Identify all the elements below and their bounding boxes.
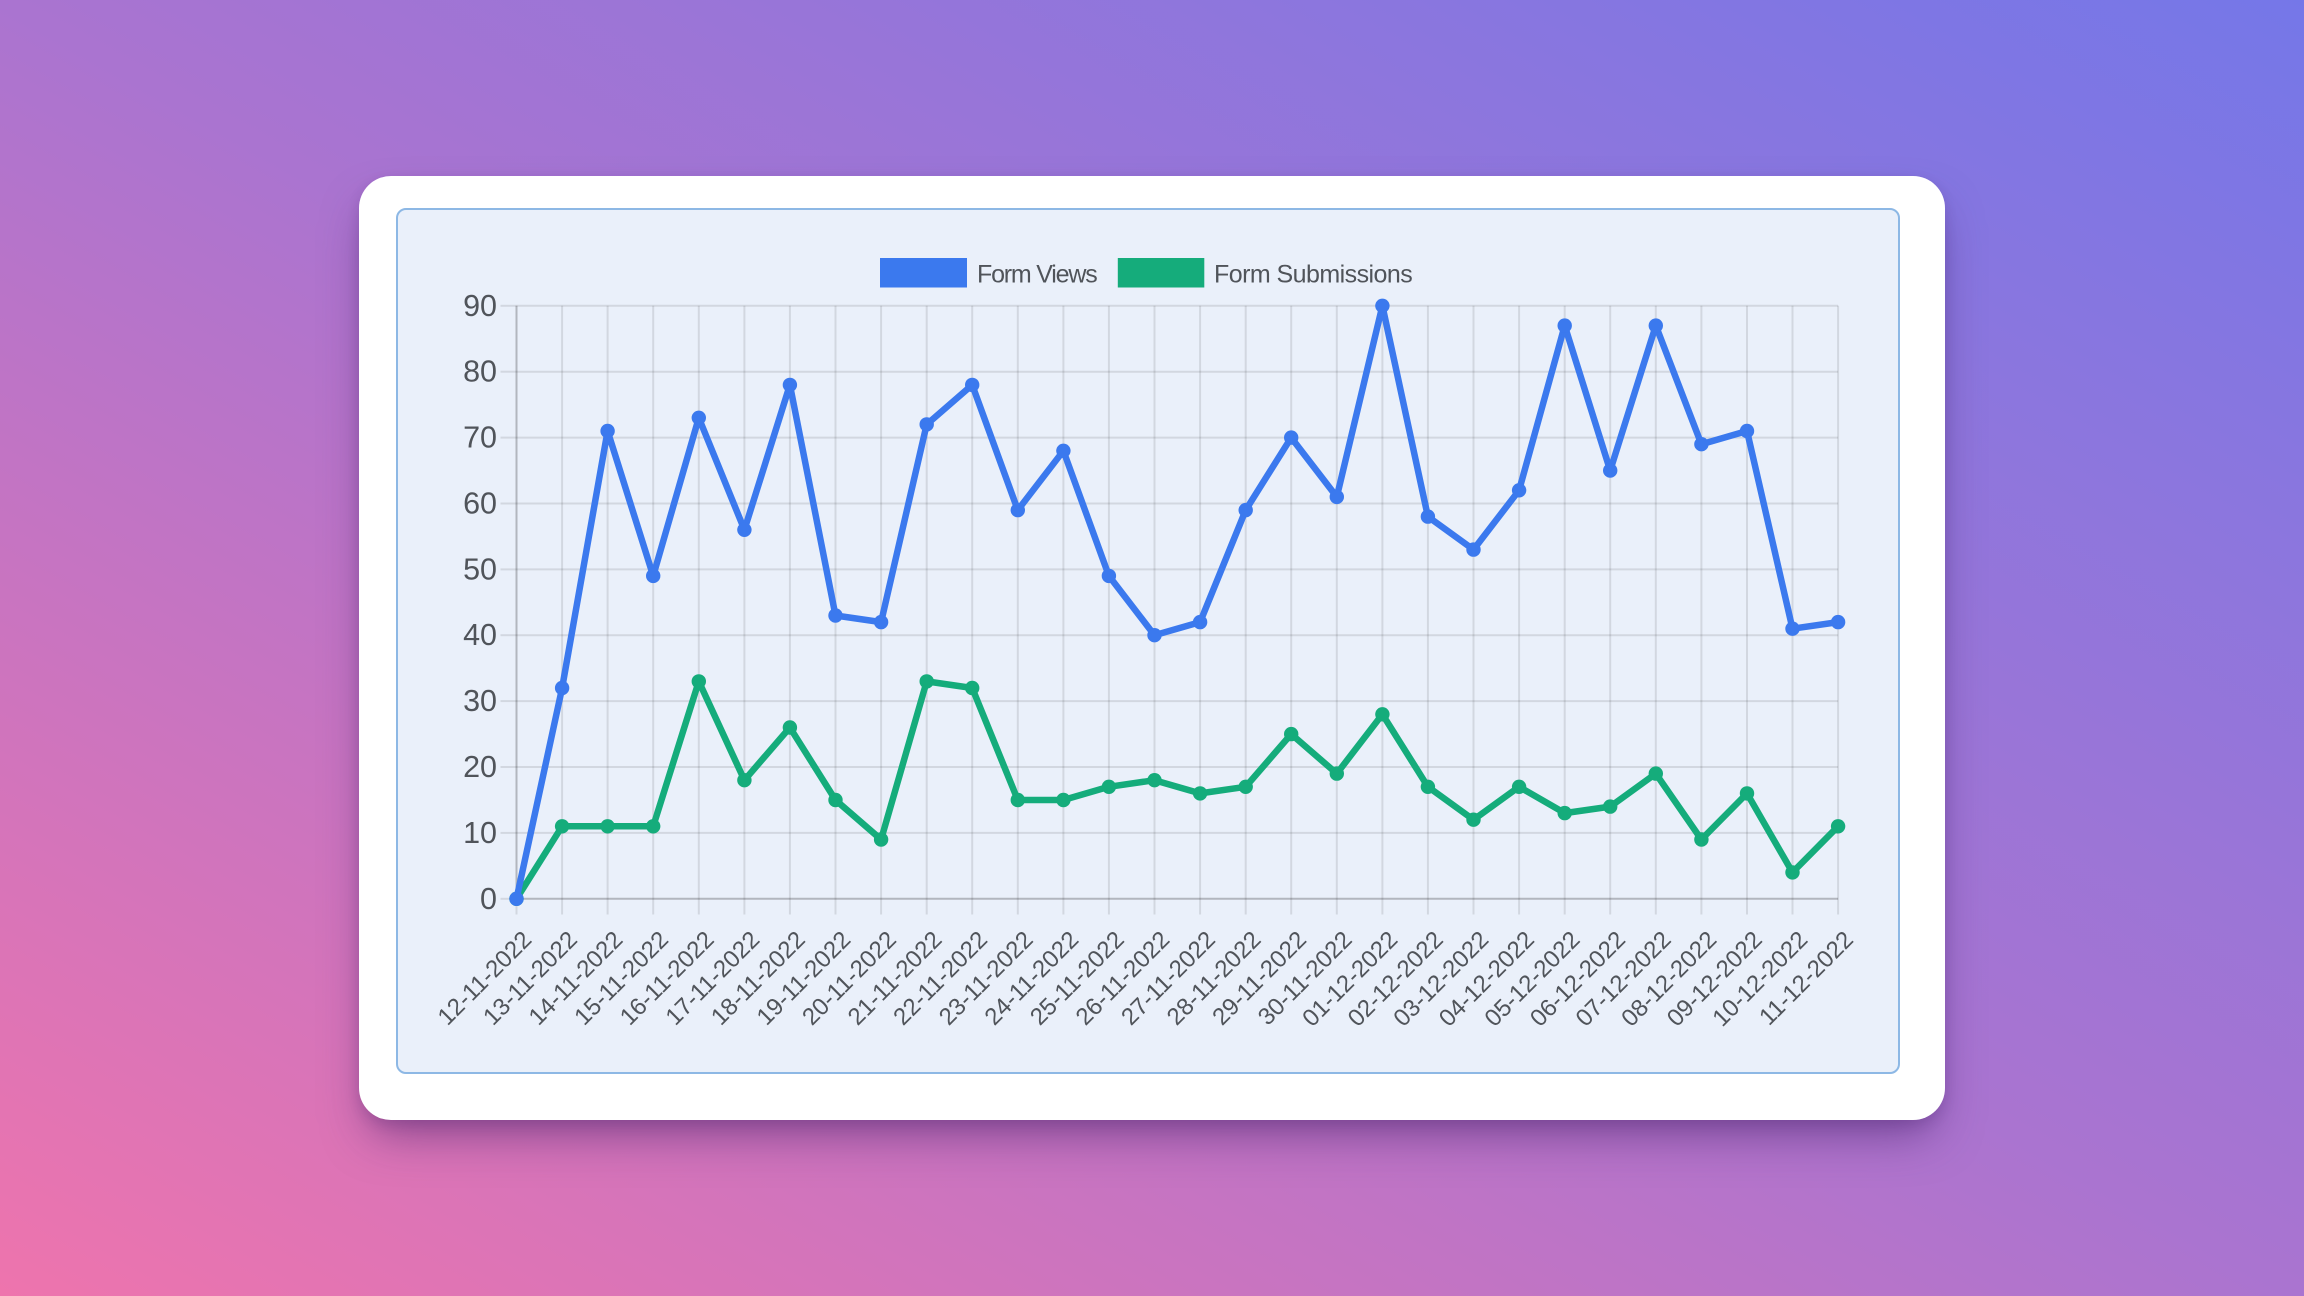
svg-text:Form Views: Form Views [977, 261, 1097, 289]
svg-text:30: 30 [463, 684, 497, 718]
svg-text:10: 10 [463, 816, 497, 850]
svg-text:80: 80 [463, 355, 497, 389]
svg-text:90: 90 [463, 289, 497, 323]
svg-text:40: 40 [463, 618, 497, 652]
svg-text:0: 0 [480, 882, 497, 916]
svg-text:20: 20 [463, 750, 497, 784]
svg-text:50: 50 [463, 552, 497, 586]
svg-text:60: 60 [463, 487, 497, 521]
svg-text:70: 70 [463, 421, 497, 455]
svg-text:Form Submissions: Form Submissions [1214, 261, 1412, 289]
